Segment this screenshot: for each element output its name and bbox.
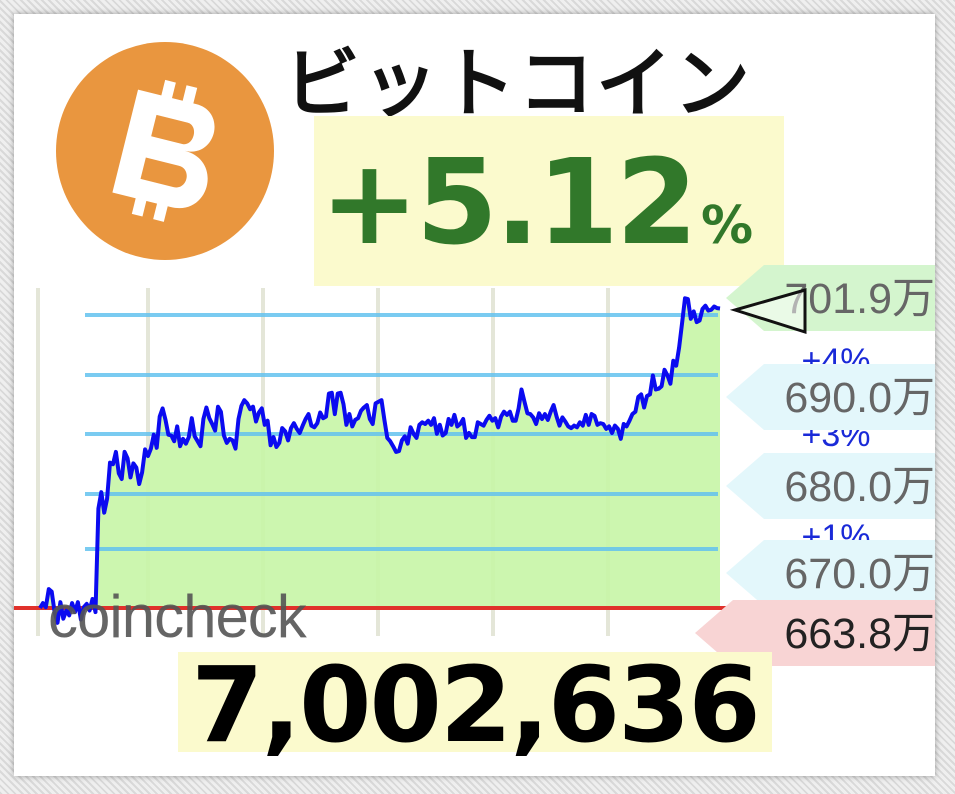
current-price: 7,002,636: [191, 644, 761, 766]
page-title: ビットコイン: [284, 39, 752, 128]
change-highlight: [314, 116, 784, 286]
value-label: 690.0万: [784, 374, 935, 422]
value-label-bg: [726, 540, 935, 606]
value-label: 663.8万: [784, 610, 935, 658]
value-label: 701.9万: [784, 275, 935, 323]
change-value: +5.12: [320, 133, 698, 271]
bitcoin-glyph: [112, 79, 215, 222]
current-price-marker: [729, 288, 807, 335]
value-labels: 701.9万 690.0万 680.0万 670.0万 663.8万: [695, 265, 935, 666]
value-label-bg: [726, 364, 935, 430]
watermark: coincheck: [48, 583, 307, 650]
price-highlight: [178, 652, 772, 752]
change-percent: +5.12%: [320, 122, 753, 282]
price-line: [38, 296, 721, 625]
price-area: [40, 298, 720, 623]
change-unit: %: [701, 196, 754, 256]
bitcoin-logo-icon: [56, 42, 274, 260]
value-label-bg: [695, 600, 935, 666]
value-label: 680.0万: [784, 463, 935, 511]
value-label: 670.0万: [784, 550, 935, 598]
value-label-bg: [726, 453, 935, 519]
